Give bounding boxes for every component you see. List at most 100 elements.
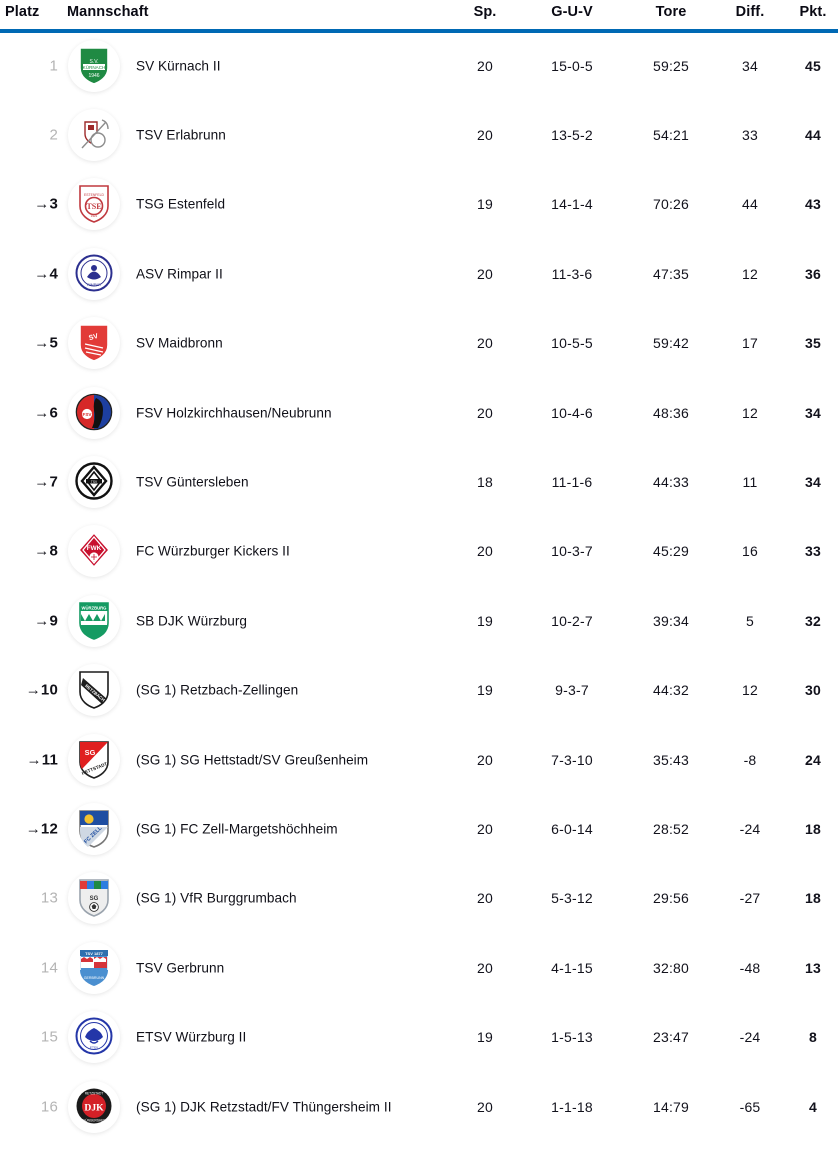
team-name[interactable]: (SG 1) SG Hettstadt/SV Greußenheim	[136, 752, 369, 768]
table-row[interactable]: →6 FSV FSV Holzkirchhausen/Neubrunn 20 10-4…	[0, 378, 838, 447]
diff-cell: -48	[739, 959, 761, 976]
team-crest-icon[interactable]: ESTENFELD TSE 1921	[68, 178, 120, 231]
team-crest-icon[interactable]	[68, 109, 120, 162]
diff-cell: -24	[739, 820, 761, 837]
wdl-cell: 11-1-6	[551, 474, 593, 491]
team-crest-icon[interactable]: WÜRZBURG	[68, 594, 120, 647]
team-crest-icon[interactable]: SV	[68, 317, 120, 370]
team-crest-icon[interactable]: SG HETTSTADT	[68, 733, 120, 786]
goals-cell: 32:80	[652, 959, 690, 976]
wdl-cell: 10-4-6	[551, 404, 593, 421]
team-crest-icon[interactable]: FWK	[68, 525, 120, 578]
wdl-cell: 10-2-7	[551, 612, 593, 629]
table-row[interactable]: 16 DJK RETZSTADT THÜNGERSHEIM (SG 1) DJK …	[0, 1072, 838, 1141]
team-name[interactable]: ETSV Würzburg II	[136, 1029, 247, 1045]
rank-value: 13	[40, 889, 58, 907]
team-name[interactable]: TSV Güntersleben	[136, 474, 249, 490]
rank-value: 2	[49, 126, 58, 144]
goals-cell: 48:36	[652, 404, 690, 421]
table-row[interactable]: 15 ETSV ETSV Würzburg II 19 1-5-13 23:47 -24 8	[0, 1002, 838, 1071]
wdl-cell: 11-3-6	[551, 265, 593, 282]
goals-cell: 54:21	[652, 127, 690, 144]
team-crest-icon[interactable]: TSV 1877 GERBRUNN	[68, 941, 120, 994]
svg-text:ETSV: ETSV	[90, 1046, 99, 1050]
rank-value: 8	[49, 542, 58, 560]
table-row[interactable]: →4 RIMPAR ASV Rimpar II 20 11-3-6 47:35 12 36	[0, 239, 838, 308]
header-divider	[0, 29, 838, 33]
played-cell: 20	[477, 265, 493, 282]
column-header-wdl[interactable]: G-U-V	[551, 4, 593, 20]
points-cell: 8	[809, 1029, 817, 1046]
table-row[interactable]: 1 S.V. KÜRNACH 1946 SV Kürnach II 20 15-0-5 5…	[0, 31, 838, 100]
table-row[interactable]: →10 RETZBACH (SG 1) Retzbach-Zellingen 19 9…	[0, 656, 838, 725]
table-row[interactable]: 14 TSV 1877 GERBRUNN TSV Gerbrunn 20 4-1-15…	[0, 933, 838, 1002]
team-name[interactable]: SV Maidbronn	[136, 335, 223, 351]
goals-cell: 44:32	[652, 682, 690, 699]
wdl-cell: 6-0-14	[551, 820, 593, 837]
team-crest-icon[interactable]: SG	[68, 872, 120, 925]
table-row[interactable]: →9 WÜRZBURG SB DJK Würzburg 19 10-2-7 39:34…	[0, 586, 838, 655]
diff-cell: 5	[746, 612, 754, 629]
arrow-right-icon: →	[34, 334, 50, 352]
rank-cell: →6	[0, 404, 58, 421]
points-cell: 13	[805, 959, 821, 976]
team-name[interactable]: TSV Gerbrunn	[136, 960, 225, 976]
team-crest-icon[interactable]: S.V. KÜRNACH 1946	[68, 39, 120, 92]
svg-text:RIMPAR: RIMPAR	[87, 283, 101, 287]
table-row[interactable]: →12 FC ZELL (SG 1) FC Zell-Margetshöchhei…	[0, 794, 838, 863]
team-crest-icon[interactable]: TSV	[68, 456, 120, 509]
points-cell: 33	[805, 543, 821, 560]
played-cell: 20	[477, 57, 493, 74]
played-cell: 20	[477, 335, 493, 352]
wdl-cell: 14-1-4	[551, 196, 593, 213]
svg-text:TSE: TSE	[86, 202, 101, 211]
svg-text:THÜNGERSHEIM: THÜNGERSHEIM	[81, 1118, 107, 1122]
wdl-cell: 10-5-5	[551, 335, 593, 352]
table-row[interactable]: 2 TSV Erlabrunn 20 13-5-2 54:21 33 44	[0, 100, 838, 169]
points-cell: 45	[805, 57, 821, 74]
team-name[interactable]: TSG Estenfeld	[136, 196, 226, 212]
played-cell: 20	[477, 959, 493, 976]
team-name[interactable]: ASV Rimpar II	[136, 266, 223, 282]
team-name[interactable]: FSV Holzkirchhausen/Neubrunn	[136, 405, 332, 421]
table-row[interactable]: 13 SG (SG 1) VfR Burggrumbach 20 5-3-12 29:…	[0, 864, 838, 933]
points-cell: 30	[805, 682, 821, 699]
team-name[interactable]: (SG 1) FC Zell-Margetshöchheim	[136, 821, 338, 837]
team-name[interactable]: (SG 1) DJK Retzstadt/FV Thüngersheim II	[136, 1099, 392, 1115]
points-cell: 18	[805, 820, 821, 837]
team-crest-icon[interactable]: ETSV	[68, 1011, 120, 1064]
column-header-points[interactable]: Pkt.	[799, 4, 827, 20]
arrow-right-icon: →	[34, 265, 50, 283]
column-header-goals[interactable]: Tore	[655, 4, 687, 20]
table-row[interactable]: →8 FWK FC Würzburger Kickers II 20 10-3-7 4…	[0, 517, 838, 586]
column-header-rank[interactable]: Platz	[5, 4, 40, 20]
column-header-diff[interactable]: Diff.	[735, 4, 765, 20]
team-crest-icon[interactable]: RIMPAR	[68, 247, 120, 300]
rank-value: 16	[40, 1098, 58, 1116]
rank-cell: →5	[0, 335, 58, 352]
table-row[interactable]: →3 ESTENFELD TSE 1921 TSG Estenfeld 19 14-1-…	[0, 170, 838, 239]
team-crest-icon[interactable]: RETZBACH	[68, 664, 120, 717]
table-row[interactable]: →11 SG HETTSTADT (SG 1) SG Hettstadt/SV G…	[0, 725, 838, 794]
rank-cell: 13	[0, 890, 58, 907]
diff-cell: 12	[742, 265, 758, 282]
arrow-right-icon: →	[34, 612, 50, 630]
points-cell: 35	[805, 335, 821, 352]
column-header-team[interactable]: Mannschaft	[67, 4, 149, 20]
team-name[interactable]: SB DJK Würzburg	[136, 613, 248, 629]
svg-text:SG: SG	[90, 896, 99, 902]
team-crest-icon[interactable]: FSV	[68, 386, 120, 439]
team-name[interactable]: (SG 1) VfR Burggrumbach	[136, 890, 297, 906]
column-header-played[interactable]: Sp.	[473, 4, 497, 20]
team-name[interactable]: SV Kürnach II	[136, 58, 221, 74]
rank-cell: →7	[0, 474, 58, 491]
team-crest-icon[interactable]: FC ZELL	[68, 802, 120, 855]
team-name[interactable]: FC Würzburger Kickers II	[136, 543, 290, 559]
team-crest-icon[interactable]: DJK RETZSTADT THÜNGERSHEIM	[68, 1080, 120, 1133]
team-name[interactable]: (SG 1) Retzbach-Zellingen	[136, 682, 299, 698]
rank-value: 12	[40, 820, 58, 838]
table-row[interactable]: →7 TSV TSV Güntersleben 18 11-1-6 44:33 11 34	[0, 447, 838, 516]
team-name[interactable]: TSV Erlabrunn	[136, 127, 226, 143]
table-row[interactable]: →5 SV SV Maidbronn 20 10-5-5 59:42 17 35	[0, 309, 838, 378]
